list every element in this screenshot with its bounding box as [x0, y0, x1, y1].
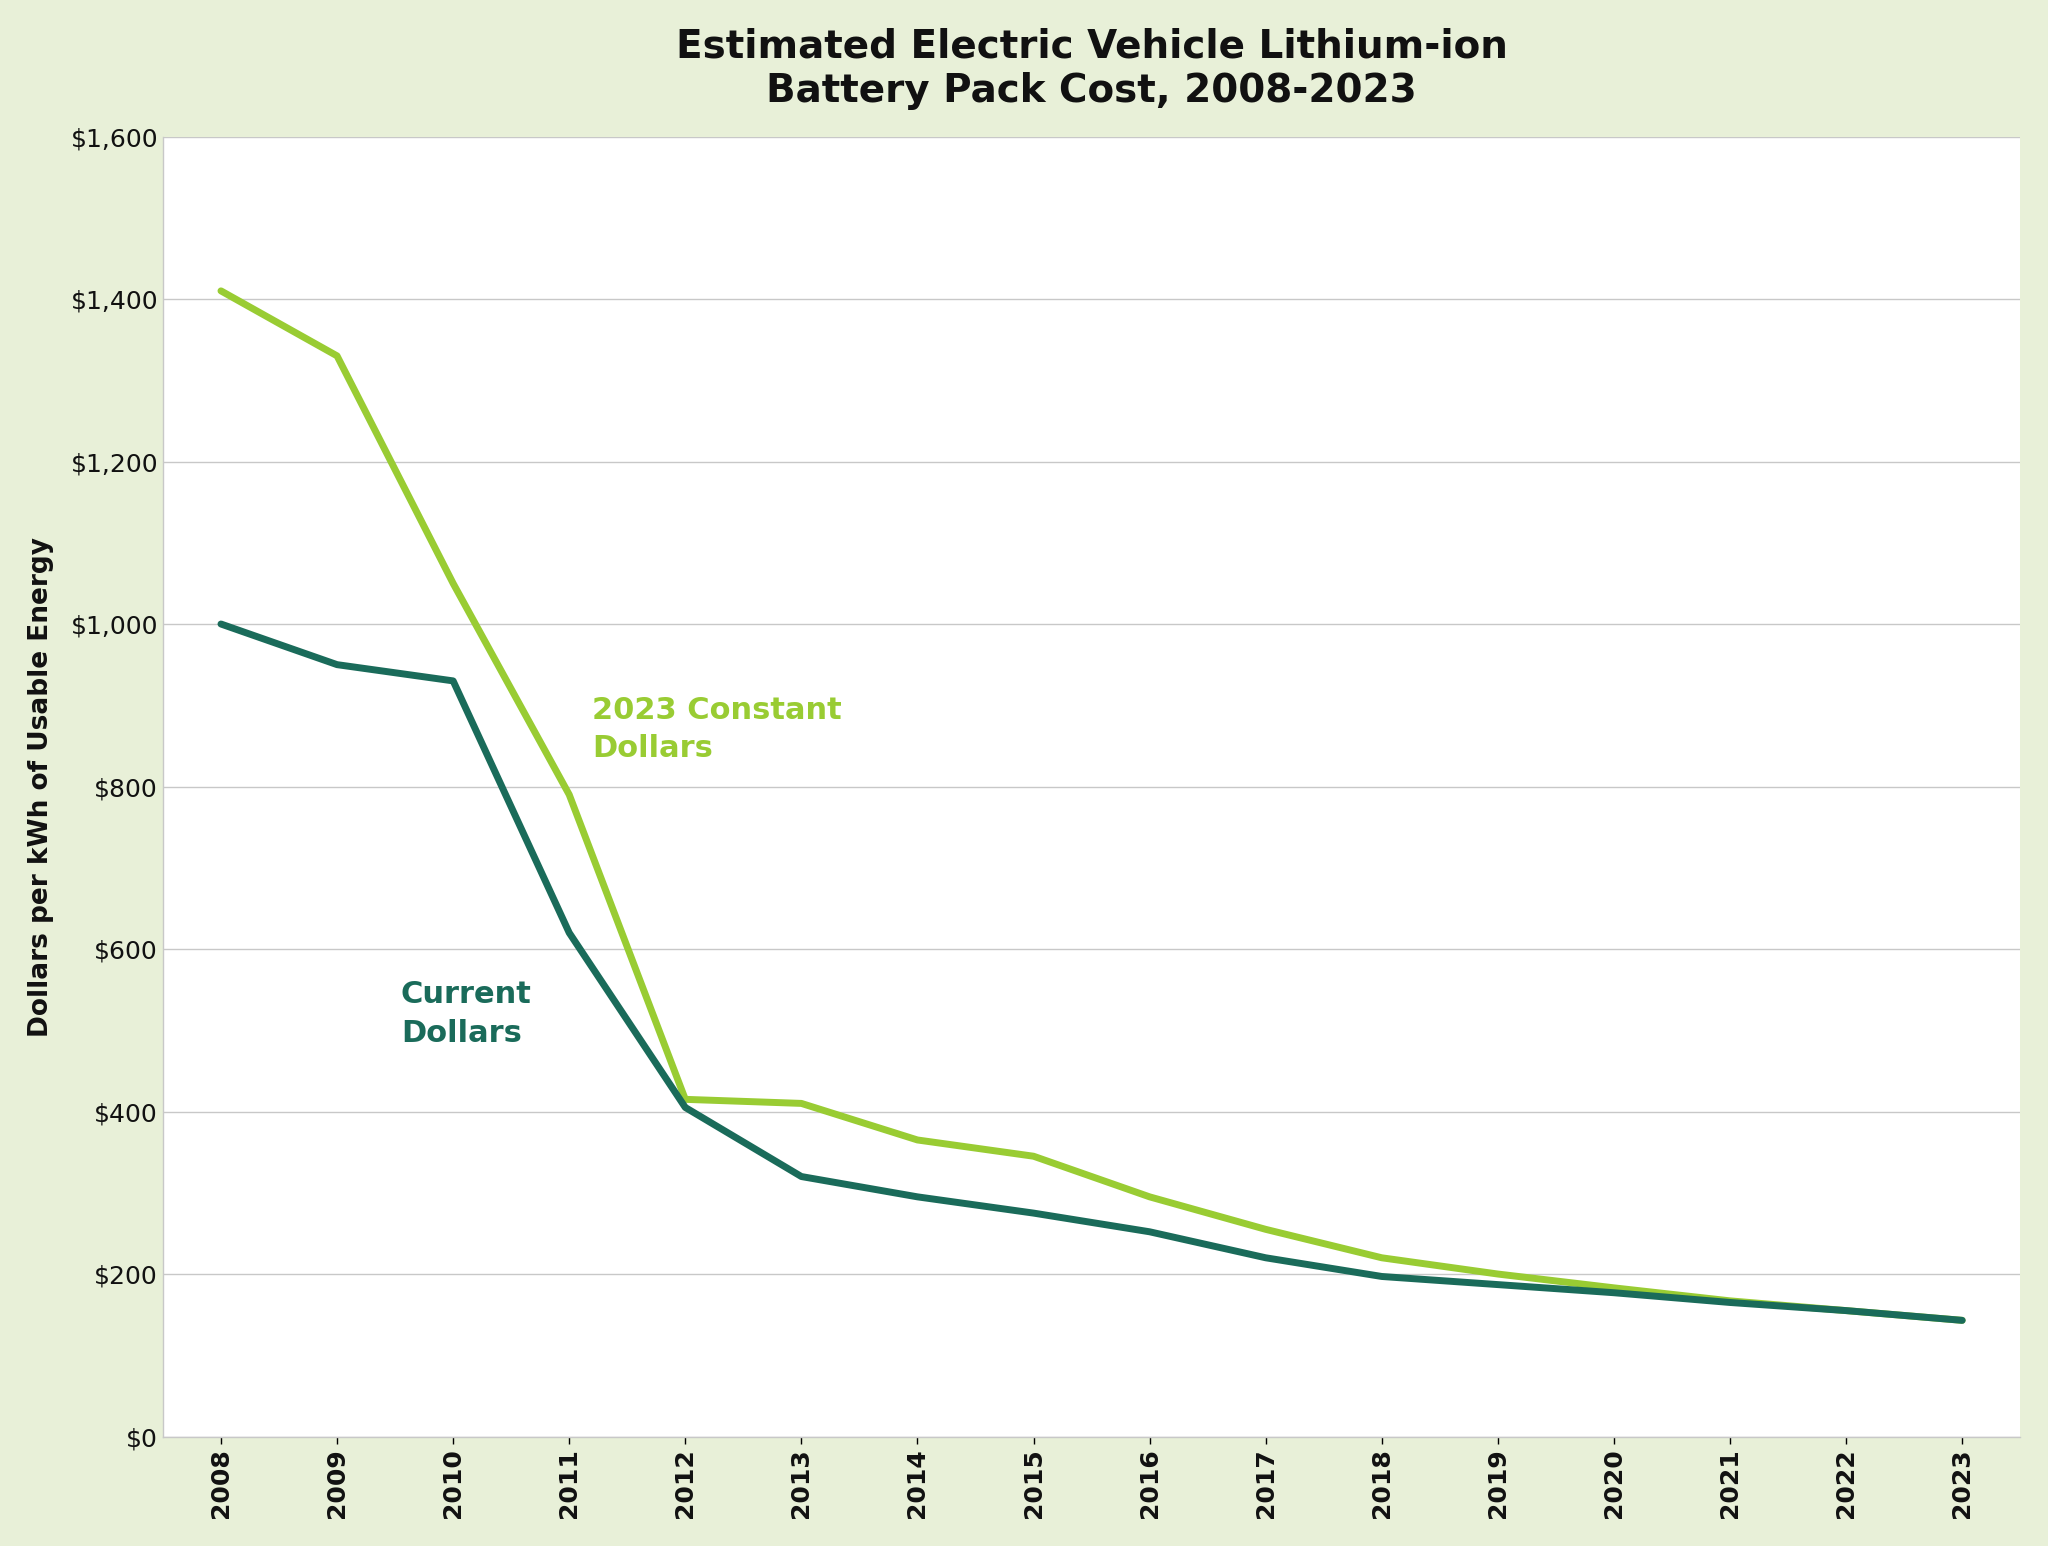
Title: Estimated Electric Vehicle Lithium-ion
Battery Pack Cost, 2008-2023: Estimated Electric Vehicle Lithium-ion B… — [676, 28, 1507, 110]
Y-axis label: Dollars per kWh of Usable Energy: Dollars per kWh of Usable Energy — [29, 536, 53, 1036]
Text: 2023 Constant
Dollars: 2023 Constant Dollars — [592, 696, 842, 764]
Text: Current
Dollars: Current Dollars — [401, 980, 532, 1048]
